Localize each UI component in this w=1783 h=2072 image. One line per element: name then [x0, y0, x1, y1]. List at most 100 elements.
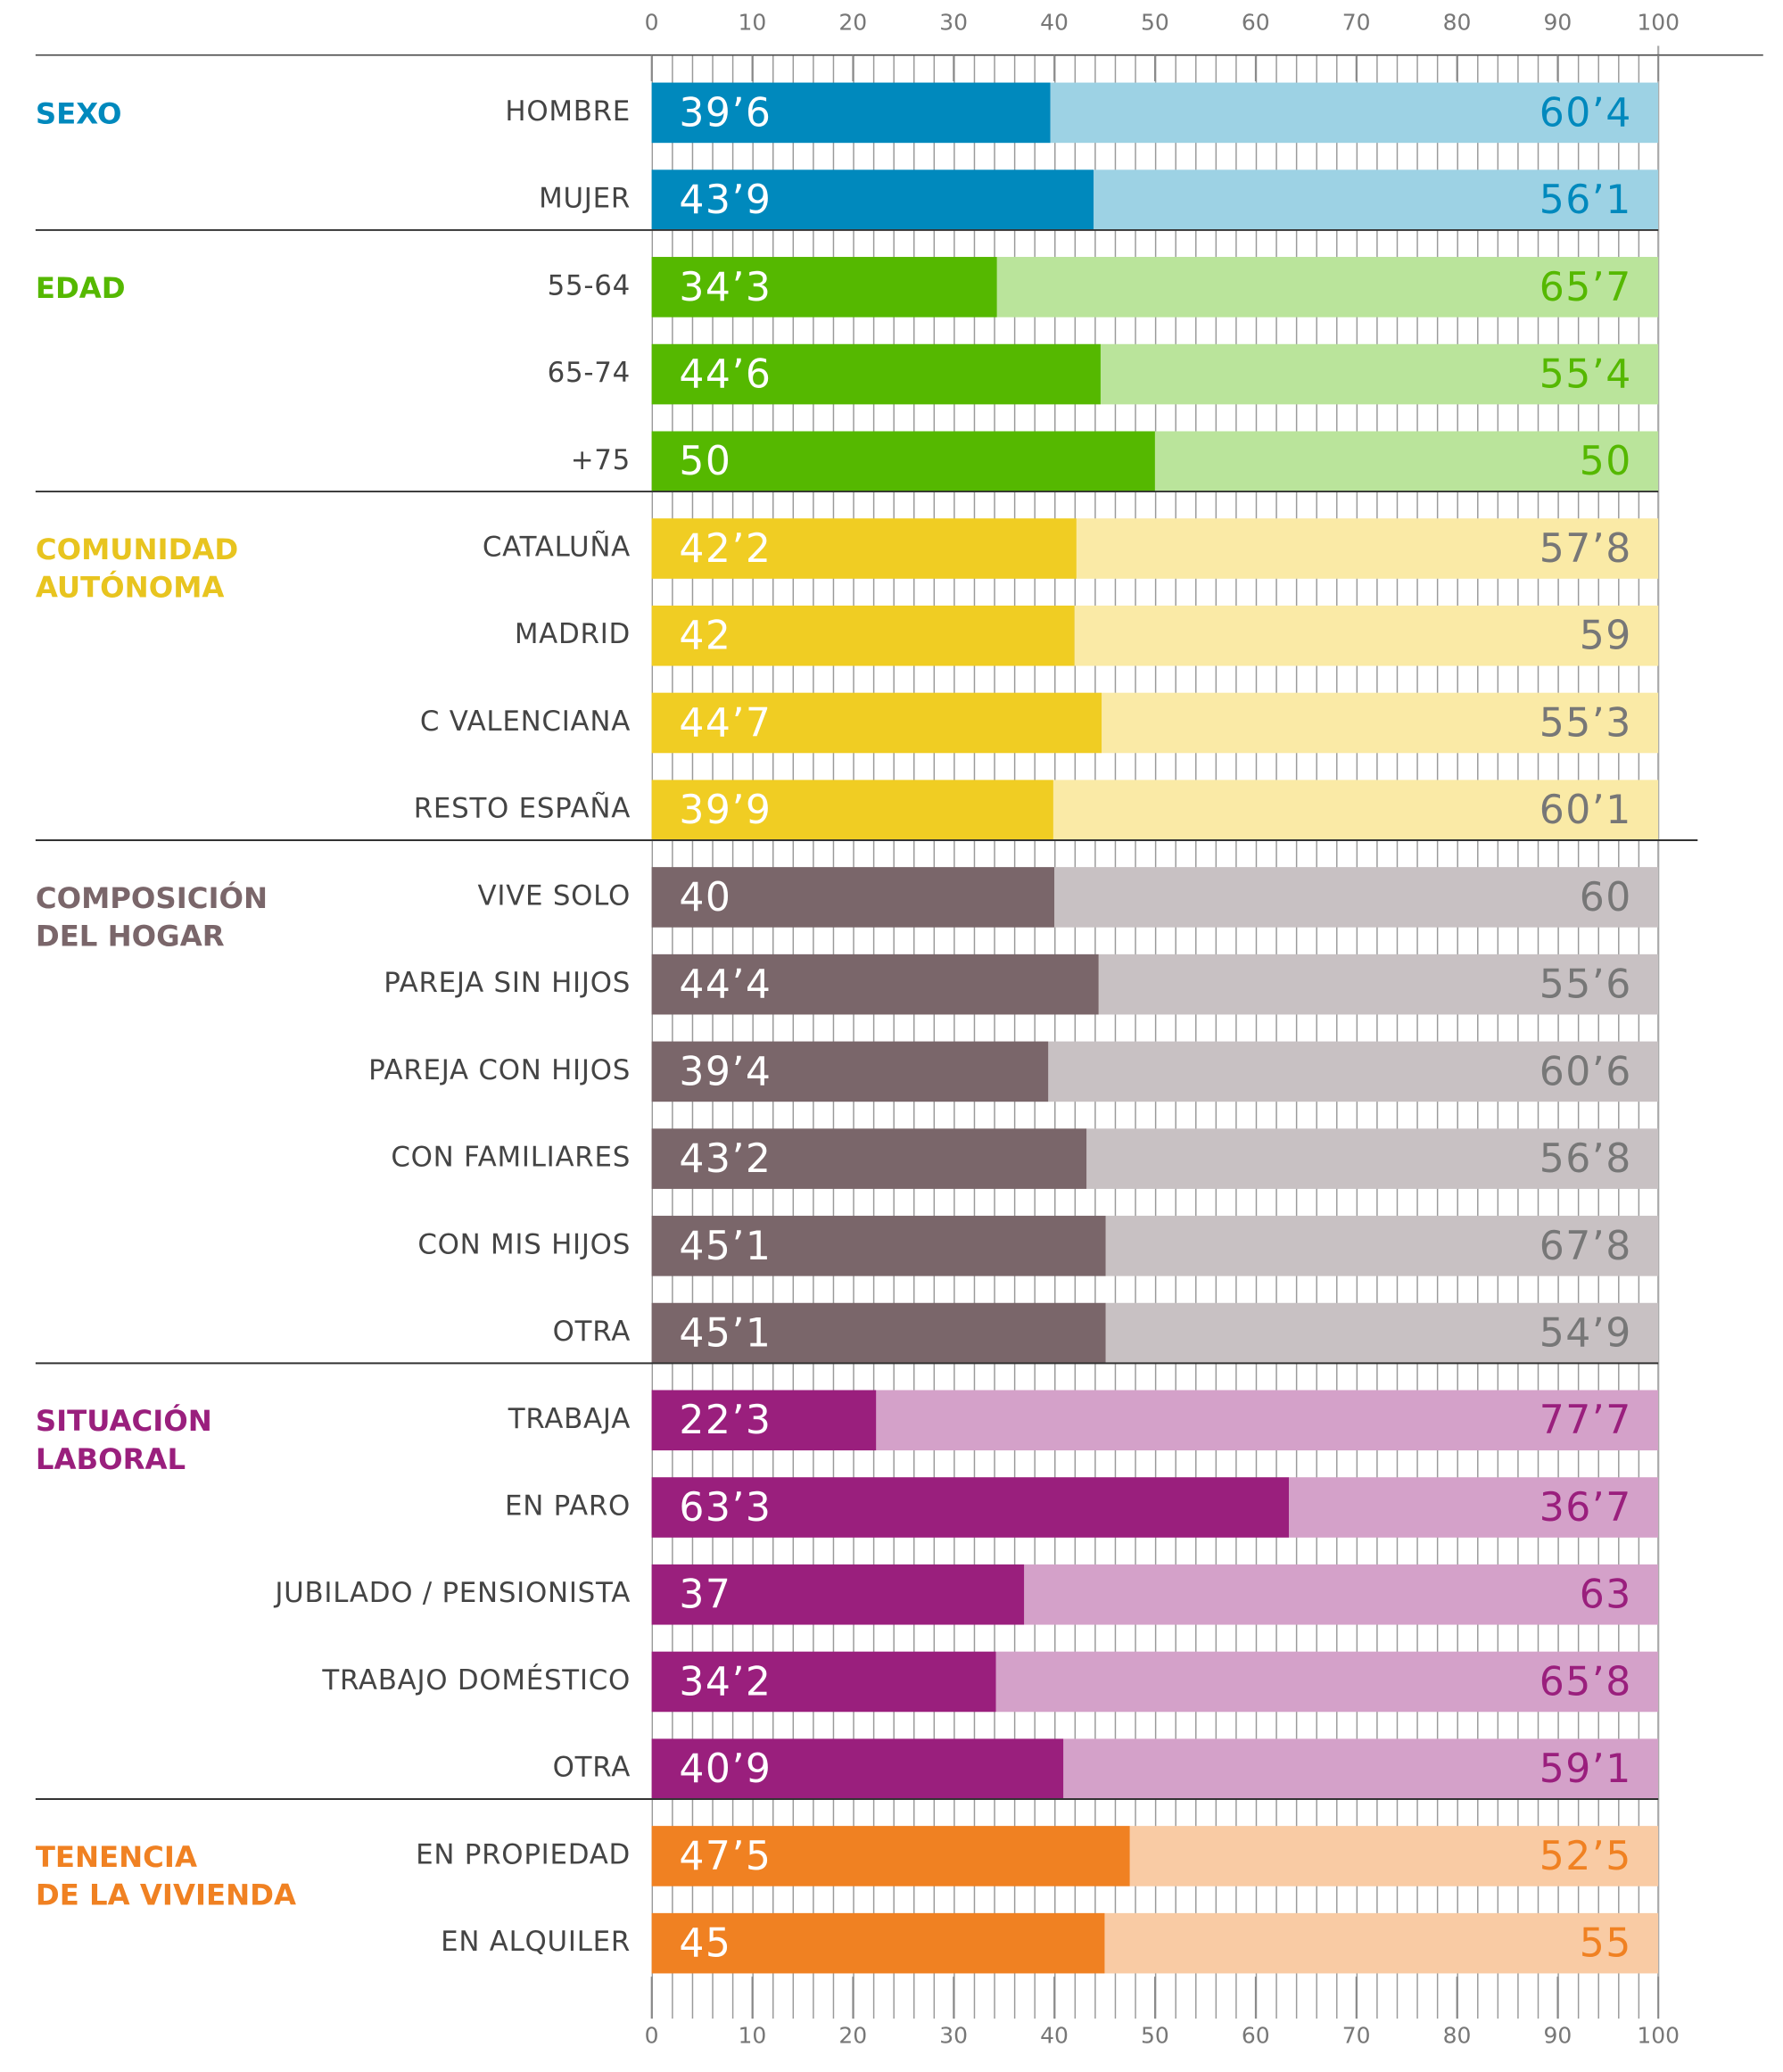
bar-segment [651, 1477, 1289, 1538]
value-label: 40’9 [679, 1746, 772, 1792]
value-label: 44’4 [679, 962, 772, 1008]
category-label: MADRID [515, 618, 631, 650]
bar-segment [995, 1651, 1659, 1713]
category-label: C VALENCIANA [420, 706, 631, 738]
x-tick-label: 60 [1242, 2023, 1270, 2049]
bar-segment [1100, 343, 1659, 405]
category-label: EN PARO [505, 1490, 631, 1523]
bar-segment [651, 692, 1102, 754]
bar-segment [1094, 169, 1659, 230]
bar-segment [651, 1651, 996, 1713]
bar-segment [651, 257, 997, 318]
x-tick-label: 90 [1543, 2023, 1572, 2049]
x-tick-label: 60 [1242, 9, 1270, 35]
bars [651, 82, 1659, 1974]
bar-segment [1154, 431, 1659, 492]
category-label: CON MIS HIJOS [417, 1228, 631, 1260]
value-label: 34’2 [679, 1659, 772, 1705]
value-label: 39’6 [679, 90, 772, 136]
value-label: 55’6 [1539, 962, 1632, 1008]
bar-segment [1050, 82, 1659, 144]
bar-segment [651, 780, 1053, 841]
bar-segment [1076, 518, 1659, 579]
bar-segment [651, 1128, 1087, 1189]
value-label: 55 [1580, 1921, 1632, 1967]
bar-segment [1104, 1912, 1659, 1974]
category-label: MUJER [539, 183, 631, 215]
group-label: COMUNIDAD [36, 532, 238, 566]
x-tick-label: 30 [939, 2023, 968, 2049]
value-label: 65’7 [1539, 265, 1632, 310]
value-label: 56’8 [1539, 1136, 1632, 1182]
group-label: AUTÓNOMA [36, 570, 225, 605]
value-label: 63 [1580, 1573, 1632, 1618]
category-label: OTRA [553, 1752, 631, 1784]
x-tick-label: 0 [645, 2023, 659, 2049]
bar-segment [651, 1912, 1105, 1974]
category-label: +75 [571, 444, 631, 476]
category-label: EN ALQUILER [441, 1926, 631, 1958]
x-tick-label: 100 [1637, 9, 1680, 35]
bar-segment [1102, 692, 1659, 754]
bar-segment [651, 82, 1051, 144]
bar-segment [651, 1302, 1106, 1364]
bar-segment [651, 1390, 877, 1451]
group-label: EDAD [36, 271, 126, 305]
group-label: TENENCIA [36, 1840, 197, 1874]
bar-segment [651, 1738, 1064, 1800]
value-label: 56’1 [1539, 177, 1632, 223]
bar-segment [1098, 953, 1659, 1015]
bar-segment [651, 1564, 1025, 1625]
category-label: CATALUÑA [483, 532, 631, 564]
x-tick-label: 80 [1443, 9, 1472, 35]
value-label: 60’6 [1539, 1049, 1632, 1094]
bar-segment [1074, 605, 1659, 666]
group-label: LABORAL [36, 1442, 186, 1476]
bar-segment [651, 953, 1099, 1015]
category-label: JUBILADO / PENSIONISTA [273, 1577, 631, 1609]
value-label: 59’1 [1539, 1746, 1632, 1792]
bar-segment [1052, 780, 1659, 841]
group-label: DEL HOGAR [36, 919, 225, 953]
bar-segment [996, 257, 1659, 318]
value-label: 77’7 [1539, 1398, 1632, 1443]
value-label: 39’9 [679, 788, 772, 833]
value-label: 45’1 [679, 1311, 772, 1357]
bar-segment [1105, 1216, 1659, 1276]
x-tick-label: 70 [1342, 9, 1371, 35]
value-label: 39’4 [679, 1049, 772, 1094]
value-label: 47’5 [679, 1834, 772, 1879]
value-label: 43’9 [679, 177, 772, 223]
value-label: 22’3 [679, 1398, 772, 1443]
x-tick-label: 70 [1342, 2023, 1371, 2049]
value-label: 55’4 [1539, 352, 1632, 398]
x-tick-label: 10 [739, 9, 767, 35]
x-tick-label: 30 [939, 9, 968, 35]
bar-segment [1063, 1738, 1659, 1800]
value-label: 43’2 [679, 1136, 772, 1182]
x-tick-label: 20 [838, 2023, 867, 2049]
x-tick-label: 40 [1040, 2023, 1069, 2049]
x-tick-label: 40 [1040, 9, 1069, 35]
category-label: 65-74 [548, 357, 631, 389]
value-label: 45’1 [679, 1224, 772, 1269]
x-tick-label: 80 [1443, 2023, 1472, 2049]
bar-segment [1086, 1128, 1659, 1189]
group-label: DE LA VIVIENDA [36, 1878, 296, 1911]
category-label: TRABAJA [508, 1403, 631, 1435]
group-label: SITUACIÓN [36, 1403, 212, 1438]
bar-segment [1105, 1302, 1659, 1364]
value-label: 55’3 [1539, 700, 1632, 746]
bar-segment [876, 1390, 1659, 1451]
bar-segment [651, 605, 1075, 666]
value-label: 42’2 [679, 526, 772, 572]
x-tick-label: 10 [739, 2023, 767, 2049]
x-tick-label: 50 [1141, 2023, 1169, 2049]
value-label: 44’7 [679, 700, 772, 746]
value-label: 34’3 [679, 265, 772, 310]
bar-segment [651, 867, 1055, 928]
bar-segment [1024, 1564, 1659, 1625]
value-label: 60’1 [1539, 788, 1632, 833]
value-label: 50 [679, 439, 731, 484]
